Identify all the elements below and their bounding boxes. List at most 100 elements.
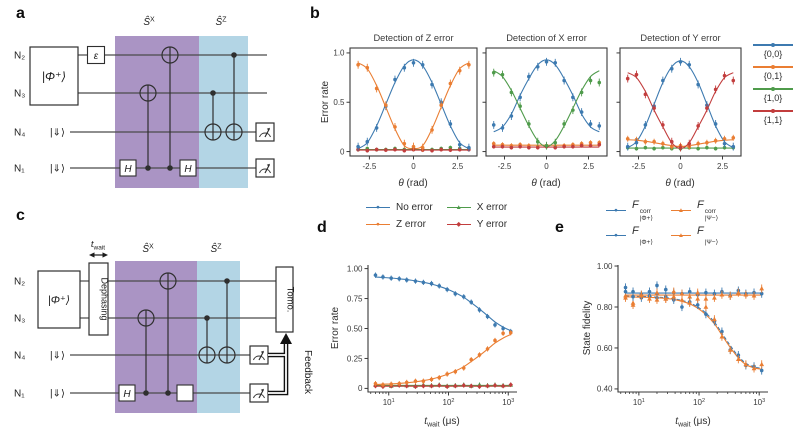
hadamard-box-2 <box>176 384 194 402</box>
legend-marker <box>771 65 775 69</box>
meter-n4 <box>255 122 275 142</box>
y-tick-label: 0 <box>358 384 363 393</box>
x-tick-label: 102 <box>693 398 705 407</box>
e-ylabel: State fidelity <box>582 301 593 355</box>
legend-entry: {0,0} <box>751 43 795 59</box>
d-xlabel: twait (μs) <box>424 416 459 429</box>
feedback-label: Feedback <box>302 350 313 395</box>
series-fit-line <box>493 70 600 148</box>
series-fit-line <box>357 59 470 150</box>
panel-d-chart: Error rate twait (μs) 101 102 103 0 0.25 0.50… <box>330 264 517 429</box>
cnot-gates-sx <box>139 46 179 171</box>
legend-marker <box>771 87 775 91</box>
x-tick-label: 101 <box>633 398 645 407</box>
b3-xlabel: θ (rad) <box>665 178 694 189</box>
legend-line <box>753 43 793 47</box>
bell-state-label: |Φ⁺⟩ <box>48 295 70 307</box>
bell-state-box <box>37 270 81 329</box>
y-tick-label: 1.00 <box>347 264 363 273</box>
legend-label: {1,0} <box>763 93 783 103</box>
panel-letter-a: a <box>16 5 25 22</box>
legend-entry: ● F |Φ+⟩ <box>606 225 653 246</box>
legend-line: ● <box>366 221 390 227</box>
qubit-label-n3: N₃ <box>14 89 25 100</box>
chart-error-rate-vs-twait: 101 102 103 0 0.25 0.50 0.75 1.00 <box>347 264 517 407</box>
y-tick-label: 0.75 <box>347 294 363 303</box>
chart-title: Detection of Y error <box>640 33 720 43</box>
panel-letter-c: c <box>16 207 25 224</box>
legend-line <box>753 65 793 69</box>
x-tick-label: 2.5 <box>717 162 729 171</box>
qubit-wires <box>70 54 267 169</box>
cnot-gates-sz <box>204 52 243 141</box>
meter-n4 <box>249 345 269 365</box>
qubit-label-n4: N₄ <box>14 351 25 362</box>
legend-line <box>753 109 793 113</box>
y-tick-label: 0.80 <box>597 303 613 312</box>
init-state-n4: |⇓⟩ <box>50 128 65 139</box>
legend-label: Z error <box>396 219 426 230</box>
init-state-n1: |⇓⟩ <box>50 164 65 175</box>
x-tick-label: 0 <box>678 162 683 171</box>
legend-line: ● <box>606 207 626 213</box>
series-fit-line <box>357 62 470 150</box>
legend-line: ▲ <box>446 204 471 210</box>
hadamard-box-1 <box>119 159 137 177</box>
panel-d-legend: ● No error ▲ X error ● Z error ◆ Y error <box>366 202 507 230</box>
qubit-label-n4: N₄ <box>14 128 25 139</box>
dephasing-label: Dephasing <box>100 277 110 320</box>
init-state-n1: |⇓⟩ <box>50 389 65 400</box>
legend-line: ● <box>606 232 626 238</box>
error-gate-label: ε <box>94 51 99 62</box>
legend-label: F |Φ+⟩ <box>632 225 653 246</box>
x-tick-label: -2.5 <box>498 162 512 171</box>
b-ylabel: Error rate <box>320 80 331 123</box>
qubit-label-n2: N₂ <box>14 51 25 62</box>
series-fit-line <box>375 276 511 332</box>
y-tick-label: 0.5 <box>333 98 345 107</box>
legend-entry: ● Z error <box>366 219 433 230</box>
plot-spines <box>617 265 768 393</box>
y-tick-label: 0.25 <box>347 354 363 363</box>
x-tick-label: 103 <box>753 398 765 407</box>
feedback-wire <box>268 333 292 396</box>
circuit-a: ŜX ŜZ N₂ N₃ N₄ N₁ |⇓⟩ |⇓⟩ |Φ⁺⟩ ε <box>14 15 275 188</box>
x-tick-label: 102 <box>443 398 455 407</box>
panel-b-legend: {0,0} {0,1} {1,0} {1,1} <box>751 43 795 125</box>
series-fit-line <box>627 72 734 150</box>
chart-fidelity-vs-twait: 101 102 103 0.40 0.60 0.80 1.00 <box>597 262 768 407</box>
legend-entry: ◆ Y error <box>446 219 508 230</box>
series-fit-line <box>375 334 511 386</box>
legend-label: Y error <box>476 219 508 230</box>
x-tick-label: 0 <box>544 162 549 171</box>
legend-label: F |Ψ−⟩ <box>696 225 719 246</box>
qubit-label-n1: N₁ <box>14 164 25 175</box>
chart-detection-z: -2.5 0 2.5 0 0.5 1.0 Detection of Z error <box>333 33 478 171</box>
tomography-label: Tomo. <box>285 287 296 313</box>
dephasing-box <box>88 262 109 336</box>
legend-label: {0,0} <box>763 49 783 59</box>
sx-label: ŜX <box>143 15 155 28</box>
y-tick-label: 0.60 <box>597 344 613 353</box>
legend-label: {0,1} <box>763 71 783 81</box>
legend-entry: {0,1} <box>751 65 795 81</box>
series-fit-line <box>627 60 734 149</box>
legend-entry: ● No error <box>366 202 433 213</box>
panel-letter-b: b <box>310 5 320 22</box>
plot-spines <box>367 265 517 393</box>
qubit-label-n3: N₃ <box>14 314 25 325</box>
bell-state-label: |Φ⁺⟩ <box>42 70 66 84</box>
legend-entry: {1,0} <box>751 87 795 103</box>
legend-line: ● <box>366 204 390 210</box>
series-markers <box>625 70 736 152</box>
series-markers <box>356 60 471 152</box>
legend-marker <box>771 43 775 47</box>
legend-label: {1,1} <box>763 115 783 125</box>
hadamard-label-2: H <box>184 164 192 175</box>
x-tick-label: -2.5 <box>363 162 377 171</box>
sz-label: ŜZ <box>216 15 228 28</box>
qubit-label-n1: N₁ <box>14 389 25 400</box>
